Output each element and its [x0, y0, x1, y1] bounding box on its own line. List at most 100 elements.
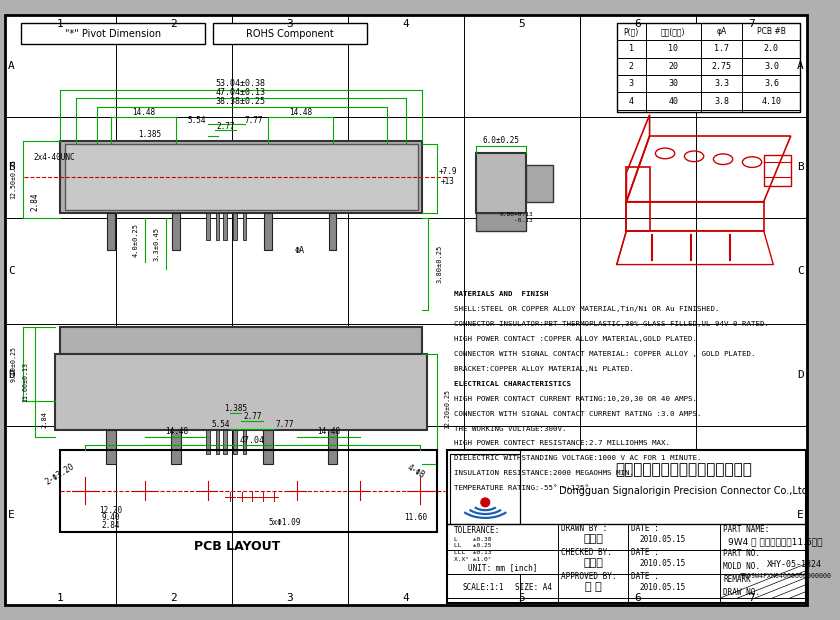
Bar	[216, 213, 219, 241]
Bar	[447, 450, 806, 603]
Bar	[107, 430, 116, 464]
Text: DATE :: DATE :	[631, 572, 659, 582]
Circle shape	[232, 173, 239, 180]
Text: 3: 3	[286, 19, 293, 29]
Text: 11.60: 11.60	[404, 513, 428, 522]
Text: HIGH POWER CONTECT RESISTANCE:2.7 MILLIOHMS MAX.: HIGH POWER CONTECT RESISTANCE:2.7 MILLIO…	[454, 440, 670, 446]
Text: 40: 40	[669, 97, 678, 105]
Text: A: A	[797, 61, 804, 71]
Text: 7.77: 7.77	[244, 116, 263, 125]
Text: 3: 3	[286, 593, 293, 603]
Bar	[60, 450, 437, 533]
Text: 12.20: 12.20	[100, 505, 123, 515]
Text: 2x4-40UNC: 2x4-40UNC	[34, 153, 75, 162]
Text: L    ±0.38: L ±0.38	[454, 536, 492, 542]
Text: 1: 1	[57, 19, 64, 29]
Text: HIGH POWER CONTACT CURRENT RATING:10,20,30 OR 40 AMPS.: HIGH POWER CONTACT CURRENT RATING:10,20,…	[454, 396, 697, 402]
Text: 2.84: 2.84	[30, 192, 39, 211]
Text: 0.80+0.13
    -0.13: 0.80+0.13 -0.13	[499, 212, 533, 223]
Bar	[475, 153, 526, 213]
Bar	[328, 430, 338, 464]
Text: 电流(实测): 电流(实测)	[661, 27, 685, 36]
Text: 7.77: 7.77	[276, 420, 294, 428]
Text: 2: 2	[628, 62, 633, 71]
Circle shape	[91, 156, 132, 197]
Circle shape	[325, 169, 340, 184]
Text: 9W4 母 电流弯板式樨11.6支架: 9W4 母 电流弯板式樨11.6支架	[728, 538, 822, 546]
Text: 10: 10	[669, 45, 678, 53]
Text: 2010.05.15: 2010.05.15	[640, 559, 686, 568]
Bar	[206, 430, 210, 454]
Circle shape	[248, 156, 288, 197]
Circle shape	[155, 156, 197, 197]
Circle shape	[222, 173, 228, 180]
Bar	[216, 430, 219, 454]
Text: 9.40: 9.40	[102, 513, 120, 522]
Circle shape	[312, 156, 353, 197]
Bar	[65, 144, 417, 210]
Circle shape	[481, 498, 490, 507]
Text: 47.04: 47.04	[239, 436, 265, 445]
Text: C: C	[8, 267, 15, 277]
Text: REMARK: REMARK	[723, 575, 751, 584]
Text: CONNECTOR WITH SIGNAL CONTACT CURRENT RATING :3.0 AMPS.: CONNECTOR WITH SIGNAL CONTACT CURRENT RA…	[454, 410, 702, 417]
Text: MATERIALS AND  FINISH: MATERIALS AND FINISH	[454, 291, 549, 296]
Text: 5: 5	[518, 19, 525, 29]
Text: 14.48: 14.48	[165, 427, 188, 436]
Text: 4.10: 4.10	[761, 97, 781, 105]
Text: LL   ±0.25: LL ±0.25	[454, 543, 492, 548]
Text: ΦA: ΦA	[295, 246, 305, 255]
Text: 东莞市迅飓原精密连接器有限公司: 东莞市迅飓原精密连接器有限公司	[615, 462, 752, 477]
Text: 2.84: 2.84	[41, 410, 48, 428]
Text: 4: 4	[402, 593, 409, 603]
Text: 2010.05.15: 2010.05.15	[640, 583, 686, 592]
Text: DATE :: DATE :	[631, 524, 659, 533]
Text: 53.04±0.38: 53.04±0.38	[216, 79, 265, 88]
Circle shape	[241, 173, 248, 180]
Text: 12.50±0.25: 12.50±0.25	[11, 159, 17, 200]
Text: 2.77: 2.77	[243, 412, 261, 421]
Bar	[450, 454, 520, 524]
Bar	[171, 430, 181, 464]
Text: 2-Φ3.20: 2-Φ3.20	[44, 462, 76, 487]
Text: 1: 1	[628, 45, 633, 53]
Text: 14.48: 14.48	[133, 108, 155, 117]
Text: CONNECTOR WITH SIGNAL CONTACT MATERIAL: COPPER ALLOY , GOLD PLATED.: CONNECTOR WITH SIGNAL CONTACT MATERIAL: …	[454, 350, 756, 356]
Text: 2.77: 2.77	[216, 122, 234, 131]
Text: 5.54: 5.54	[211, 420, 229, 428]
Circle shape	[406, 383, 425, 402]
Text: 11.60±0.13: 11.60±0.13	[22, 363, 28, 402]
Text: 5xΦ1.09: 5xΦ1.09	[269, 518, 302, 527]
Text: 3.3±0.45: 3.3±0.45	[154, 228, 160, 261]
Bar	[243, 213, 246, 241]
Circle shape	[63, 170, 76, 184]
Text: 6: 6	[635, 593, 642, 603]
Text: 2.0: 2.0	[764, 45, 779, 53]
Text: 3.6: 3.6	[764, 79, 779, 88]
Text: PART NAME:: PART NAME:	[723, 525, 769, 534]
Bar	[264, 213, 271, 250]
Text: 4.0±0.25: 4.0±0.25	[133, 223, 139, 257]
Text: 20: 20	[669, 62, 678, 71]
Text: PCB #B: PCB #B	[757, 27, 786, 36]
Circle shape	[162, 163, 190, 190]
Text: APPROVED BY:: APPROVED BY:	[560, 572, 617, 582]
Text: 胡 超: 胡 超	[585, 582, 602, 593]
Bar	[328, 213, 336, 250]
Bar	[617, 23, 801, 112]
Text: +7.9
+13: +7.9 +13	[438, 167, 457, 186]
Text: SCALE:1:1: SCALE:1:1	[463, 583, 504, 592]
Text: 2.75: 2.75	[711, 62, 732, 71]
Text: 3.3: 3.3	[714, 79, 729, 88]
Text: CONNECTOR INSULATOR:PBT THERMOPLASTIC,30% GLASS FILLED,UL 94V-0 RATED.: CONNECTOR INSULATOR:PBT THERMOPLASTIC,30…	[454, 321, 769, 327]
Bar	[243, 430, 246, 454]
Bar	[263, 430, 273, 464]
Text: φA: φA	[717, 27, 727, 36]
Text: B: B	[797, 162, 804, 172]
Text: 47.04±0.13: 47.04±0.13	[216, 88, 265, 97]
Text: 30: 30	[669, 79, 678, 88]
Text: 1.7: 1.7	[714, 45, 729, 53]
Bar	[206, 213, 210, 241]
Circle shape	[214, 173, 221, 180]
Text: A: A	[8, 61, 15, 71]
